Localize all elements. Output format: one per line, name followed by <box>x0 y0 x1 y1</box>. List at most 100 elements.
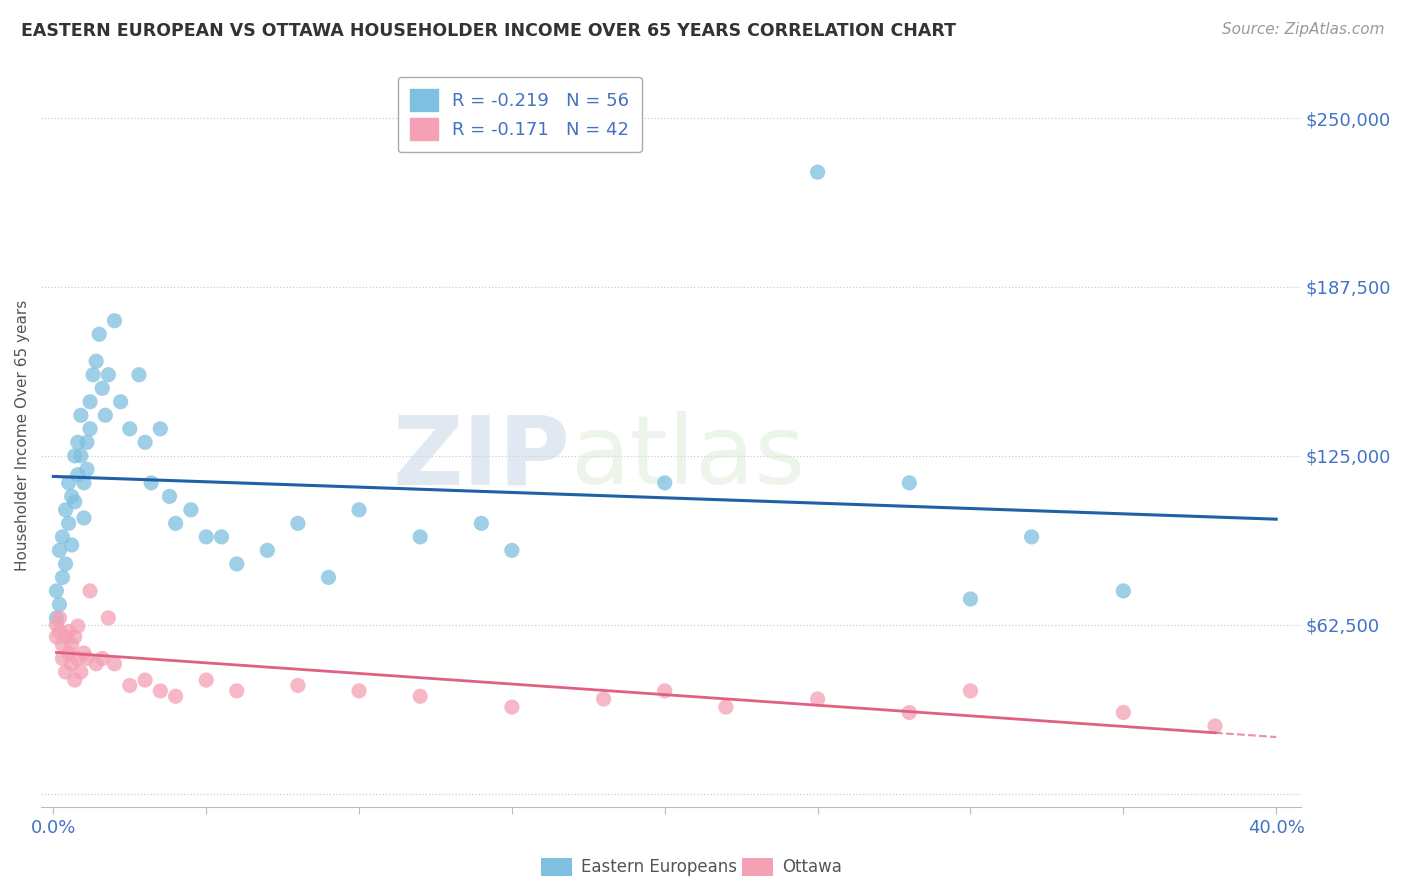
Point <box>66 619 89 633</box>
Point <box>318 570 340 584</box>
Point <box>55 503 77 517</box>
Point <box>91 381 114 395</box>
Point <box>134 435 156 450</box>
Point <box>45 617 67 632</box>
Point <box>55 557 77 571</box>
Text: atlas: atlas <box>569 411 806 504</box>
Point <box>1112 706 1135 720</box>
Point <box>48 611 70 625</box>
Point <box>159 489 181 503</box>
Point <box>55 665 77 679</box>
Point <box>66 651 89 665</box>
Point <box>959 684 981 698</box>
Legend: R = -0.219   N = 56, R = -0.171   N = 42: R = -0.219 N = 56, R = -0.171 N = 42 <box>398 77 641 153</box>
Point <box>501 700 523 714</box>
Point <box>807 165 830 179</box>
Point <box>94 409 117 423</box>
Point <box>60 538 83 552</box>
Point <box>225 557 247 571</box>
Point <box>84 354 107 368</box>
Point <box>63 495 86 509</box>
Point <box>73 646 96 660</box>
Point <box>79 422 101 436</box>
Point <box>58 516 80 531</box>
Point <box>959 592 981 607</box>
Point <box>70 665 93 679</box>
Point <box>714 700 737 714</box>
Point <box>45 630 67 644</box>
Point <box>409 530 432 544</box>
Point <box>60 657 83 671</box>
Text: Eastern Europeans: Eastern Europeans <box>581 858 737 876</box>
Point <box>898 475 921 490</box>
Point <box>79 394 101 409</box>
Point <box>118 678 141 692</box>
Point <box>45 583 67 598</box>
Point <box>347 503 370 517</box>
Point <box>63 673 86 687</box>
Point <box>654 475 676 490</box>
Point <box>48 598 70 612</box>
Point <box>79 583 101 598</box>
Point <box>84 657 107 671</box>
Point <box>58 624 80 639</box>
Point <box>82 368 104 382</box>
Point <box>89 327 111 342</box>
Point <box>211 530 233 544</box>
Point <box>97 611 120 625</box>
Point <box>118 422 141 436</box>
Point <box>51 530 73 544</box>
Point <box>51 651 73 665</box>
Point <box>592 692 614 706</box>
Point <box>807 692 830 706</box>
Point <box>60 489 83 503</box>
Point <box>409 690 432 704</box>
Text: Source: ZipAtlas.com: Source: ZipAtlas.com <box>1222 22 1385 37</box>
Point <box>898 706 921 720</box>
Point <box>51 570 73 584</box>
Point <box>76 651 98 665</box>
Point <box>91 651 114 665</box>
Point <box>63 630 86 644</box>
Point <box>110 394 132 409</box>
Point <box>1112 583 1135 598</box>
Point <box>149 422 172 436</box>
Point <box>195 673 218 687</box>
Point <box>45 611 67 625</box>
Point <box>60 638 83 652</box>
Point <box>48 624 70 639</box>
Point <box>165 690 187 704</box>
Point <box>347 684 370 698</box>
Point <box>70 409 93 423</box>
Point <box>470 516 492 531</box>
Point <box>73 511 96 525</box>
Point <box>1204 719 1226 733</box>
Point <box>134 673 156 687</box>
Point <box>141 475 163 490</box>
Point <box>180 503 202 517</box>
Text: Ottawa: Ottawa <box>782 858 842 876</box>
Point <box>1021 530 1043 544</box>
Point <box>51 638 73 652</box>
Point <box>501 543 523 558</box>
Point <box>103 314 125 328</box>
Point <box>149 684 172 698</box>
Y-axis label: Householder Income Over 65 years: Householder Income Over 65 years <box>15 300 30 571</box>
Point <box>103 657 125 671</box>
Point <box>287 678 309 692</box>
Point <box>76 435 98 450</box>
Point <box>66 467 89 482</box>
Point <box>58 646 80 660</box>
Point <box>73 475 96 490</box>
Point <box>58 475 80 490</box>
Point <box>76 462 98 476</box>
Point <box>66 435 89 450</box>
Point <box>287 516 309 531</box>
Point <box>128 368 150 382</box>
Point <box>654 684 676 698</box>
Point <box>225 684 247 698</box>
Point <box>63 449 86 463</box>
Text: ZIP: ZIP <box>392 411 569 504</box>
Point <box>195 530 218 544</box>
Point <box>55 630 77 644</box>
